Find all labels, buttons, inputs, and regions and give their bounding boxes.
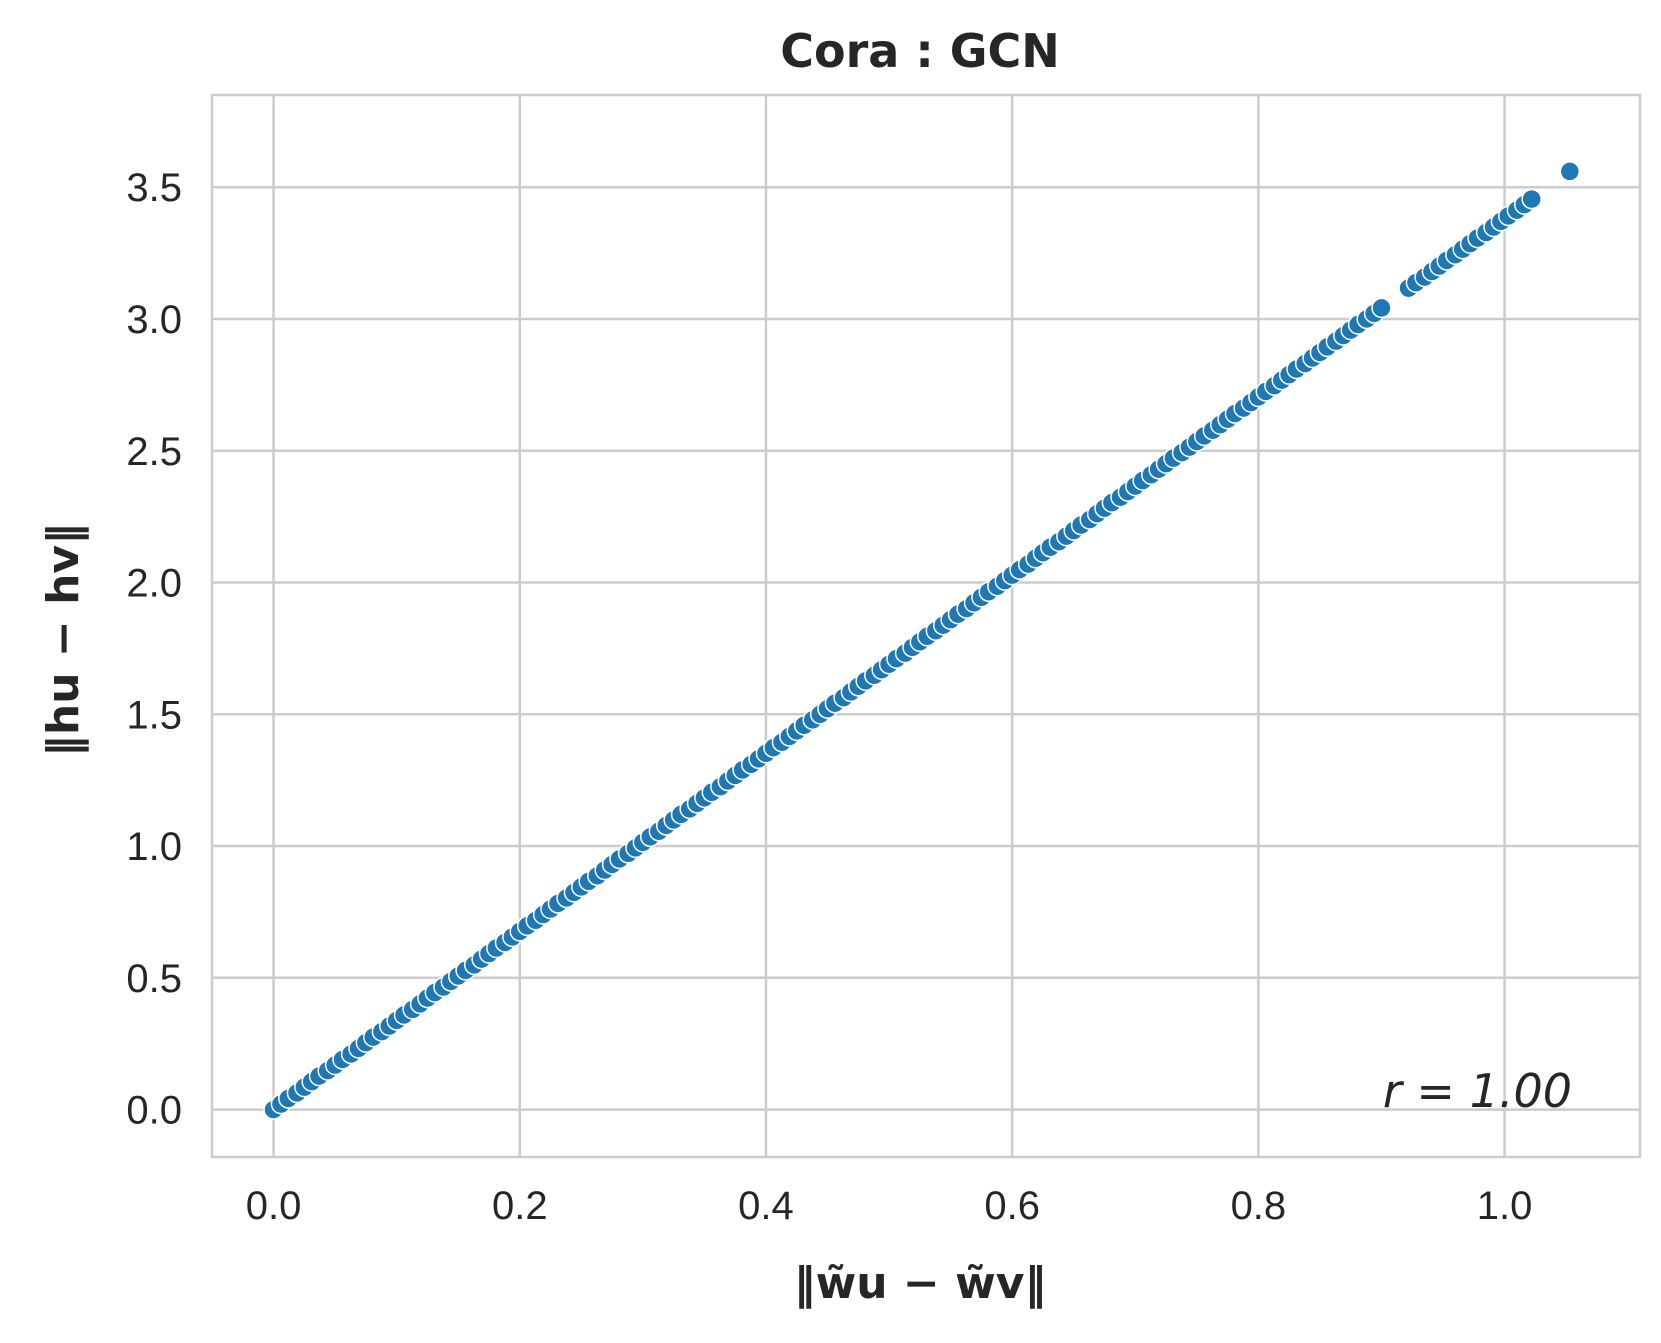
x-tick-label: 0.4	[738, 1184, 794, 1228]
x-tick-label: 1.0	[1477, 1184, 1533, 1228]
y-tick-label: 3.5	[126, 166, 182, 210]
x-tick-label: 0.2	[492, 1184, 548, 1228]
x-tick-label: 0.6	[984, 1184, 1040, 1228]
y-axis-label: ‖hu − hv‖	[38, 523, 89, 757]
y-tick-label: 3.0	[126, 298, 182, 342]
y-tick-label: 0.0	[126, 1089, 182, 1133]
scatter-point	[1559, 161, 1581, 182]
plot-area-frame	[210, 93, 1642, 1159]
y-tick-label: 1.5	[126, 693, 182, 737]
y-tick-label: 2.0	[126, 562, 182, 606]
y-tick-labels: 0.0 0.5 1.0 1.5 2.0 2.5 3.0 3.5	[126, 166, 182, 1132]
x-tick-labels: 0.0 0.2 0.4 0.6 0.8 1.0	[246, 1184, 1533, 1228]
correlation-annotation: r = 1.00	[1383, 1064, 1572, 1118]
y-tick-label: 1.0	[126, 825, 182, 869]
x-axis-label: ‖w̃u − w̃v‖	[794, 1258, 1047, 1309]
chart-title: Cora : GCN	[780, 24, 1060, 78]
scatter-point	[1371, 297, 1392, 319]
x-tick-label: 0.0	[246, 1184, 302, 1228]
x-tick-label: 0.8	[1231, 1184, 1287, 1228]
grid-lines	[212, 95, 1640, 1157]
y-tick-label: 0.5	[126, 957, 182, 1001]
y-tick-label: 2.5	[126, 430, 182, 474]
scatter-point	[1521, 188, 1542, 210]
scatter-points	[263, 161, 1581, 1120]
